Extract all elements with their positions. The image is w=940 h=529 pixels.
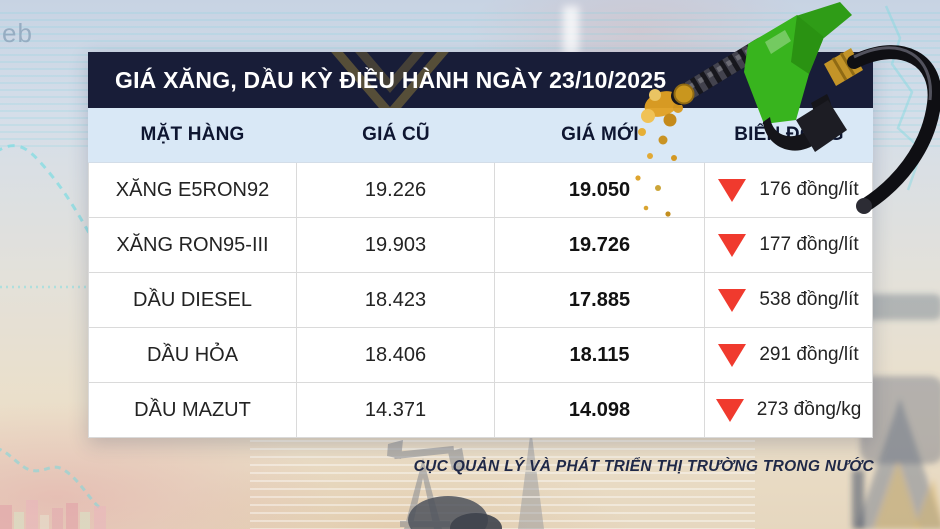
change-value: 291 đồng/lít: [759, 344, 859, 365]
cell-old-price: 19.903: [297, 218, 495, 273]
cell-new-price: 19.726: [495, 218, 705, 273]
down-triangle-icon: [718, 288, 747, 312]
candlestick-bars: [0, 500, 106, 529]
source-attribution: CỤC QUẢN LÝ VÀ PHÁT TRIỂN THỊ TRƯỜNG TRO…: [413, 458, 874, 475]
dashed-chart-line: [0, 447, 101, 510]
column-header-change: BIẾN ĐỘNG: [705, 108, 873, 163]
cell-product: DẦU HỎA: [88, 328, 297, 383]
title-band: GIÁ XĂNG, DẦU KỲ ĐIỀU HÀNH NGÀY 23/10/20…: [88, 52, 873, 108]
cell-change: 291 đồng/lít: [705, 328, 873, 383]
change-value: 176 đồng/lít: [759, 179, 859, 200]
cell-old-price: 19.226: [297, 163, 495, 218]
cell-product: DẦU MAZUT: [88, 383, 297, 438]
column-header-new-price: GIÁ MỚI: [495, 108, 705, 163]
cell-new-price: 19.050: [495, 163, 705, 218]
background-light-streak: [563, 6, 579, 58]
cell-new-price: 14.098: [495, 383, 705, 438]
cell-product: XĂNG RON95-III: [88, 218, 297, 273]
change-value: 538 đồng/lít: [759, 289, 859, 310]
cell-old-price: 18.406: [297, 328, 495, 383]
cell-product: XĂNG E5RON92: [88, 163, 297, 218]
price-table-panel: GIÁ XĂNG, DẦU KỲ ĐIỀU HÀNH NGÀY 23/10/20…: [88, 52, 873, 438]
price-table: MẶT HÀNG GIÁ CŨ GIÁ MỚI BIẾN ĐỘNG XĂNG E…: [88, 108, 873, 438]
down-triangle-icon: [718, 178, 747, 202]
cell-change: 176 đồng/lít: [705, 163, 873, 218]
page-title: GIÁ XĂNG, DẦU KỲ ĐIỀU HÀNH NGÀY 23/10/20…: [115, 66, 667, 93]
dashed-chart-line: [0, 144, 94, 239]
background-chart-label: eb: [2, 18, 33, 48]
cell-new-price: 17.885: [495, 273, 705, 328]
cell-change: 177 đồng/lít: [705, 218, 873, 273]
change-value: 273 đồng/kg: [756, 399, 862, 420]
change-value: 177 đồng/lít: [759, 234, 859, 255]
cell-change: 538 đồng/lít: [705, 273, 873, 328]
background-stripes-bottom: [250, 440, 755, 529]
cell-new-price: 18.115: [495, 328, 705, 383]
column-header-product: MẶT HÀNG: [88, 108, 297, 163]
chevron-watermark-icon: [331, 52, 449, 108]
down-triangle-icon: [718, 343, 747, 367]
cell-old-price: 14.371: [297, 383, 495, 438]
column-header-old-price: GIÁ CŨ: [297, 108, 495, 163]
cell-old-price: 18.423: [297, 273, 495, 328]
cell-product: DẦU DIESEL: [88, 273, 297, 328]
down-triangle-icon: [715, 398, 744, 422]
down-triangle-icon: [718, 233, 747, 257]
cell-change: 273 đồng/kg: [705, 383, 873, 438]
